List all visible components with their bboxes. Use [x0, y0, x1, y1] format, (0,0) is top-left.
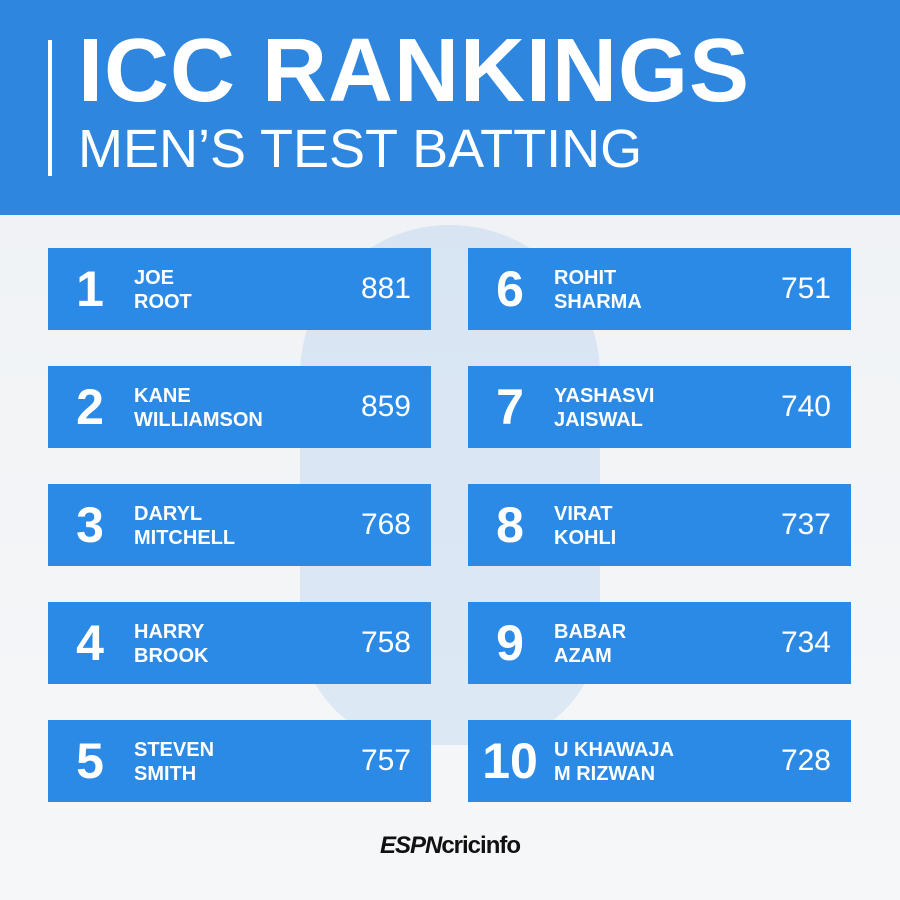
logo: ESPNcricinfo — [0, 832, 900, 860]
player-name: SMITH — [134, 763, 197, 785]
ranking-row: 10 U KHAWAJA M RIZWAN 728 — [468, 720, 851, 802]
player-name: WILLIAMSON — [134, 409, 263, 431]
ranking-row: 4 HARRY BROOK 758 — [48, 602, 431, 684]
player-name: U KHAWAJA — [554, 739, 675, 761]
player-name: STEVEN — [134, 739, 215, 761]
rank: 4 — [76, 615, 104, 671]
title: ICC RANKINGS — [78, 21, 751, 121]
rank: 6 — [496, 261, 524, 317]
header-band: ICC RANKINGS MEN’S TEST BATTING — [0, 0, 900, 215]
ranking-row: 6 ROHIT SHARMA 751 — [468, 248, 851, 330]
points: 757 — [360, 744, 411, 777]
points: 751 — [780, 272, 831, 305]
player-name: ROHIT — [554, 267, 617, 289]
player-name: JAISWAL — [554, 409, 643, 431]
points: 740 — [780, 390, 831, 423]
player-name: VIRAT — [554, 503, 613, 525]
points: 859 — [360, 390, 411, 423]
points: 734 — [780, 626, 831, 659]
points: 768 — [360, 508, 411, 541]
rank: 1 — [76, 261, 104, 317]
player-name: ROOT — [134, 291, 192, 313]
player-name: BABAR — [554, 621, 627, 643]
points: 881 — [360, 272, 411, 305]
logo-brand: ESPN — [379, 832, 442, 859]
player-name: JOE — [134, 267, 175, 289]
player-name: AZAM — [554, 645, 612, 667]
ranking-row: 3 DARYL MITCHELL 768 — [48, 484, 431, 566]
rank: 10 — [482, 733, 538, 789]
player-name: SHARMA — [554, 291, 642, 313]
subtitle: MEN’S TEST BATTING — [78, 119, 643, 179]
ranking-row: 1 JOE ROOT 881 — [48, 248, 431, 330]
points: 758 — [360, 626, 411, 659]
player-name: YASHASVI — [554, 385, 655, 407]
rank: 8 — [496, 497, 524, 553]
rank: 2 — [76, 379, 104, 435]
player-name: KOHLI — [554, 527, 617, 549]
logo-site: cricinfo — [441, 832, 521, 859]
ranking-row: 5 STEVEN SMITH 757 — [48, 720, 431, 802]
accent-bar — [48, 40, 52, 176]
rank: 3 — [76, 497, 104, 553]
rank: 9 — [496, 615, 524, 671]
player-name: M RIZWAN — [554, 763, 656, 785]
player-name: DARYL — [134, 503, 203, 525]
player-name: BROOK — [134, 645, 209, 667]
rank: 5 — [76, 733, 104, 789]
points: 728 — [780, 744, 831, 777]
ranking-row: 8 VIRAT KOHLI 737 — [468, 484, 851, 566]
player-name: KANE — [134, 385, 191, 407]
ranking-row: 9 BABAR AZAM 734 — [468, 602, 851, 684]
ranking-row: 7 YASHASVI JAISWAL 740 — [468, 366, 851, 448]
player-name: MITCHELL — [134, 527, 236, 549]
player-name: HARRY — [134, 621, 205, 643]
rank: 7 — [496, 379, 524, 435]
points: 737 — [780, 508, 831, 541]
ranking-row: 2 KANE WILLIAMSON 859 — [48, 366, 431, 448]
